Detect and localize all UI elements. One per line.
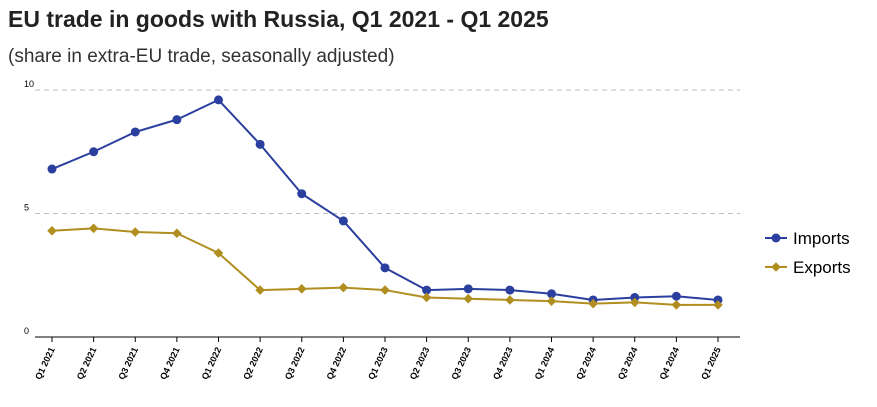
x-tick-label: Q1 2022 [200, 346, 224, 382]
x-tick-label: Q2 2021 [75, 346, 99, 382]
data-point-exports [338, 282, 349, 293]
chart-title: EU trade in goods with Russia, Q1 2021 -… [8, 6, 549, 32]
data-point-imports [463, 284, 473, 294]
x-tick-label: Q4 2024 [658, 346, 682, 382]
x-tick-label: Q1 2024 [533, 346, 557, 382]
data-point-imports [297, 189, 307, 199]
x-tick-label: Q3 2021 [116, 346, 140, 382]
data-point-exports [671, 300, 682, 310]
data-point-imports [671, 291, 681, 301]
y-tick-label-5: 5 [24, 203, 29, 213]
data-point-imports [130, 127, 140, 137]
data-point-imports [338, 216, 348, 226]
x-tick-label: Q3 2024 [616, 346, 640, 382]
data-point-exports [546, 296, 557, 306]
x-tick-label: Q3 2022 [283, 346, 307, 382]
x-tick-label: Q2 2023 [408, 346, 432, 382]
x-tick-label: Q4 2021 [158, 346, 182, 382]
data-point-exports [296, 284, 307, 294]
data-point-imports [172, 115, 182, 125]
data-point-exports [505, 295, 515, 305]
x-tick-label: Q3 2023 [449, 346, 473, 382]
data-point-imports [255, 139, 265, 149]
data-point-exports [629, 297, 640, 308]
x-tick-label: Q4 2023 [491, 346, 515, 382]
data-point-exports [255, 285, 265, 295]
data-point-imports [380, 263, 390, 273]
legend-label-imports: Imports [793, 229, 850, 248]
data-point-imports [47, 164, 57, 174]
data-point-exports [213, 248, 224, 258]
y-tick-label-10: 10 [24, 79, 34, 89]
data-point-exports [172, 228, 182, 239]
x-tick-label: Q2 2024 [574, 346, 598, 382]
legend-marker-exports [771, 262, 781, 272]
data-point-imports [89, 147, 99, 157]
x-tick-label: Q4 2022 [325, 346, 349, 382]
data-point-exports [463, 293, 474, 304]
data-point-exports [713, 300, 723, 310]
x-tick-label: Q1 2023 [366, 346, 390, 382]
legend-label-exports: Exports [793, 258, 851, 277]
data-point-imports [422, 285, 432, 295]
data-point-imports [505, 285, 515, 295]
chart-subtitle: (share in extra-EU trade, seasonally adj… [8, 46, 395, 67]
data-point-exports [588, 298, 598, 309]
legend-marker-imports [771, 233, 781, 243]
y-tick-label-0: 0 [24, 326, 29, 336]
data-point-exports [47, 225, 57, 236]
data-point-exports [88, 223, 99, 234]
data-point-imports [630, 292, 640, 302]
x-tick-label: Q1 2021 [33, 346, 57, 382]
data-point-exports [421, 292, 432, 303]
data-point-imports [713, 295, 723, 305]
x-tick-label: Q1 2025 [699, 346, 723, 382]
x-tick-label: Q2 2022 [241, 346, 265, 382]
data-point-imports [214, 95, 223, 105]
data-point-exports [380, 285, 390, 295]
data-point-imports [547, 289, 556, 299]
data-point-exports [130, 227, 141, 237]
